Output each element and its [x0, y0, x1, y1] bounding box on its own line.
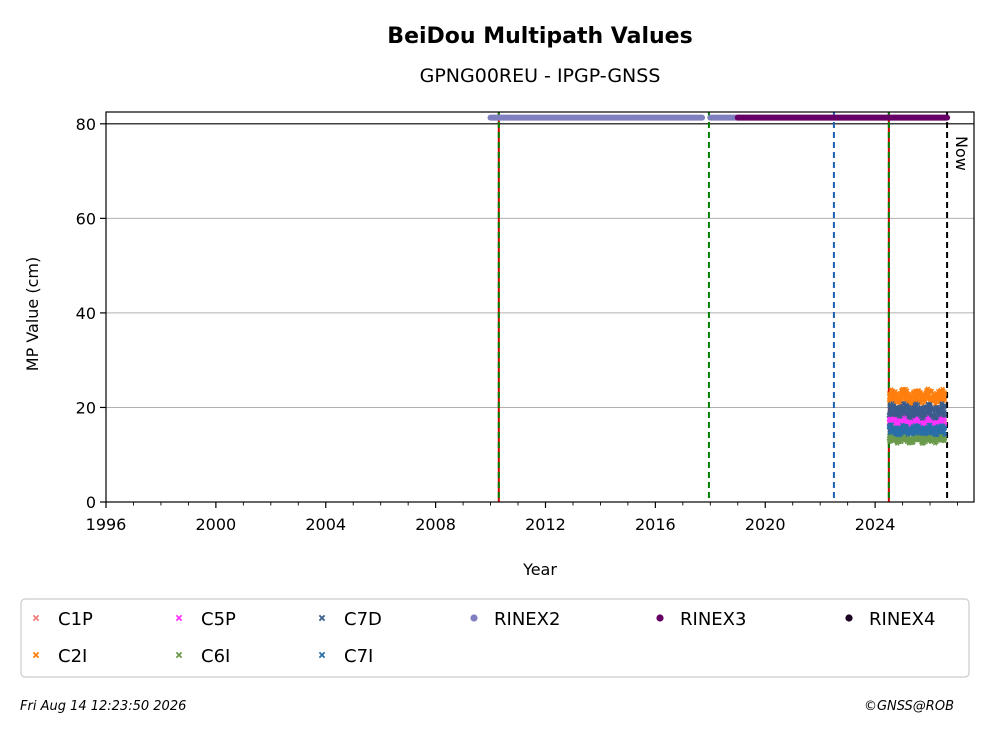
legend-label-c7i: C7I	[344, 646, 373, 667]
legend-marker-c2i	[32, 651, 40, 659]
y-axis-label: MP Value (cm)	[23, 257, 42, 371]
data-point-c2i	[942, 391, 947, 396]
data-point-c7i	[942, 425, 948, 430]
chart-title: BeiDou Multipath Values	[387, 24, 692, 49]
y-tick-label-40: 40	[76, 304, 96, 323]
data-point-c7d	[942, 405, 947, 410]
legend-label-c2i: C2I	[58, 646, 87, 667]
x-tick-label-2000: 2000	[196, 515, 237, 534]
legend-marker-c5p	[175, 614, 183, 622]
series-c7d	[886, 401, 948, 421]
legend-label-c1p: C1P	[58, 609, 93, 630]
x-tick-label-2016: 2016	[635, 515, 676, 534]
x-tick-label-2020: 2020	[745, 515, 786, 534]
footer-copyright: ©GNSS@ROB	[864, 699, 954, 714]
legend-label-c6i: C6I	[201, 646, 230, 667]
y-tick-label-80: 80	[76, 115, 96, 134]
legend-marker-rinex4	[845, 614, 853, 622]
data-point-c7i	[889, 422, 895, 427]
y-tick-label-20: 20	[76, 398, 96, 417]
legend-label-rinex2: RINEX2	[494, 609, 560, 630]
chart-subtitle: GPNG00REU - IPGP-GNSS	[420, 65, 661, 87]
legend: C1P C2I C5P C6I C7D C7I RINEX2 RINEX3 RINEX4	[32, 609, 935, 667]
event-lines	[497, 112, 949, 502]
grid-lines	[106, 123, 974, 503]
x-axis-label: Year	[522, 560, 557, 579]
data-point-c2i	[942, 390, 948, 395]
legend-marker-c6i	[175, 651, 183, 659]
legend-label-rinex4: RINEX4	[869, 609, 935, 630]
data-point-c7d	[910, 409, 915, 414]
plot-frame	[105, 111, 975, 503]
x-tick-label-2008: 2008	[415, 515, 456, 534]
x-tick-label-2024: 2024	[855, 515, 896, 534]
legend-label-rinex3: RINEX3	[680, 609, 746, 630]
legend-label-c5p: C5P	[201, 609, 236, 630]
series-c7i	[886, 422, 948, 438]
y-tick-label-60: 60	[76, 209, 96, 228]
legend-box	[20, 598, 970, 678]
data-point-c7d	[942, 413, 948, 419]
legend-marker-rinex3	[656, 614, 664, 622]
x-tick-label-2012: 2012	[525, 515, 566, 534]
series-c6i	[886, 430, 948, 446]
data-point-c2i	[942, 397, 948, 403]
x-tick-label-1996: 1996	[86, 515, 127, 534]
data-points	[886, 386, 948, 446]
legend-marker-c1p	[32, 614, 40, 622]
y-tick-label-0: 0	[86, 493, 96, 512]
data-point-c6i	[942, 438, 948, 444]
legend-marker-c7d	[318, 614, 326, 622]
data-point-c5p	[942, 417, 947, 423]
data-point-c7i	[942, 432, 948, 438]
legend-marker-c7i	[318, 651, 326, 659]
data-point-c2i	[915, 393, 921, 398]
x-tick-label-2004: 2004	[305, 515, 346, 534]
axes: 0 20 40 60 80 1996 2000 2004 2008 2012 2016 2020 202…	[76, 115, 958, 534]
footer-timestamp: Fri Aug 14 12:23:50 2026	[20, 699, 186, 714]
legend-label-c7d: C7D	[344, 609, 382, 630]
now-label: Now	[952, 136, 971, 171]
legend-marker-rinex2	[470, 614, 478, 622]
